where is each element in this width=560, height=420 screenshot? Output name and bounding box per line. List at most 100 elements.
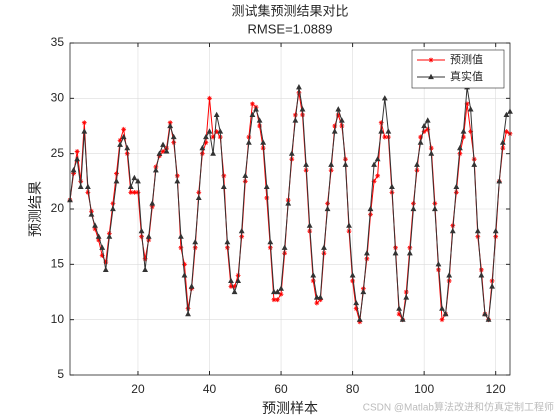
chart-subtitle: RMSE=1.0889 <box>248 21 333 36</box>
point <box>500 145 506 151</box>
point <box>303 161 310 167</box>
point <box>135 178 141 184</box>
x-tick-label: 60 <box>274 382 288 396</box>
point <box>217 128 224 134</box>
point <box>206 128 213 134</box>
point <box>378 128 385 134</box>
point <box>360 288 367 295</box>
point <box>267 238 274 245</box>
point <box>246 134 252 140</box>
point <box>356 316 363 322</box>
point <box>482 310 488 317</box>
point <box>317 294 324 300</box>
point <box>203 140 209 145</box>
point <box>114 171 119 176</box>
point <box>331 128 338 134</box>
point <box>127 183 134 189</box>
point <box>135 190 141 195</box>
point <box>207 95 212 101</box>
point <box>314 300 320 306</box>
point <box>177 233 184 239</box>
point <box>81 128 88 134</box>
point <box>504 129 509 134</box>
point <box>250 101 255 107</box>
point <box>431 205 438 212</box>
point <box>410 205 417 212</box>
legend-box <box>411 49 505 89</box>
point <box>181 272 188 278</box>
point <box>281 244 288 250</box>
y-tick-label: 30 <box>51 91 65 105</box>
point <box>224 238 231 245</box>
point <box>221 173 227 179</box>
point <box>364 250 370 256</box>
point <box>256 117 263 123</box>
point <box>439 317 445 323</box>
point <box>306 222 313 228</box>
legend-label: 预测值 <box>450 53 483 66</box>
point <box>235 277 242 284</box>
point <box>375 173 381 179</box>
point <box>489 283 496 289</box>
point <box>149 200 156 206</box>
point <box>77 183 84 189</box>
point <box>117 137 123 143</box>
series-line <box>69 87 511 322</box>
point <box>270 288 277 295</box>
point <box>110 205 116 212</box>
legend-marker <box>428 57 434 63</box>
point <box>85 190 91 195</box>
point <box>338 117 345 123</box>
point <box>185 310 191 317</box>
point <box>275 297 280 303</box>
point <box>128 190 134 195</box>
point <box>349 272 356 278</box>
point <box>260 139 267 145</box>
point <box>442 310 449 317</box>
point <box>464 101 470 107</box>
point <box>199 144 206 151</box>
point <box>353 306 359 311</box>
point <box>203 133 209 140</box>
point <box>478 272 485 278</box>
point <box>263 183 270 189</box>
point <box>435 261 442 267</box>
y-tick-label: 5 <box>57 367 64 381</box>
point <box>153 164 159 170</box>
point <box>496 178 503 184</box>
point <box>238 227 245 234</box>
point <box>418 134 423 140</box>
point <box>425 126 431 132</box>
point <box>142 266 149 272</box>
point <box>461 134 466 140</box>
point <box>160 141 166 147</box>
point <box>318 297 323 303</box>
point <box>457 144 463 151</box>
point <box>292 112 298 118</box>
point <box>381 95 388 101</box>
point <box>288 150 295 156</box>
point <box>292 117 299 123</box>
point <box>278 291 284 297</box>
point <box>353 299 360 306</box>
point <box>257 123 262 129</box>
point <box>471 161 478 167</box>
point <box>138 227 145 234</box>
point <box>285 200 292 206</box>
point <box>385 128 392 134</box>
point <box>88 211 95 217</box>
point <box>170 133 177 140</box>
point <box>84 183 91 189</box>
point <box>210 134 216 140</box>
point <box>110 201 116 206</box>
y-tick-label: 15 <box>51 257 65 271</box>
point <box>232 284 237 289</box>
point <box>332 123 338 129</box>
point <box>328 161 335 167</box>
point <box>102 266 109 272</box>
point <box>81 120 87 126</box>
point <box>457 151 463 157</box>
point <box>428 145 434 151</box>
point <box>178 245 184 251</box>
point <box>182 261 187 267</box>
